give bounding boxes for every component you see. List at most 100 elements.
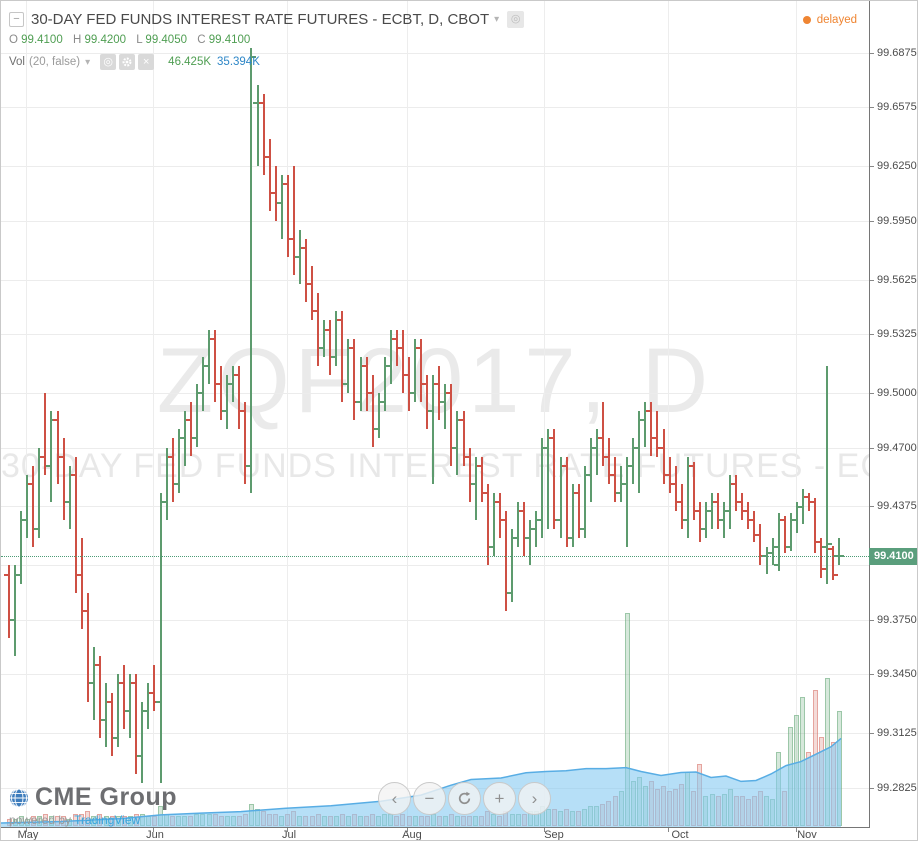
ohlc-bar <box>814 498 816 553</box>
volume-bar <box>782 791 788 826</box>
open-tick <box>658 446 663 449</box>
volume-bar <box>648 781 654 826</box>
gear-icon <box>122 57 132 67</box>
ohlc-bar <box>711 492 713 530</box>
chevron-down-icon[interactable]: ▾ <box>494 13 500 25</box>
open-tick <box>410 392 414 394</box>
price-axis[interactable]: 99.6875 99.6575 99.6250 99.5950 99.5625 99.53… <box>869 1 917 827</box>
close-label: C <box>197 34 206 46</box>
scroll-right-button[interactable]: › <box>518 782 551 815</box>
price-tick <box>870 733 874 735</box>
ohlc-bar <box>256 84 259 167</box>
ohlc-bar <box>304 238 307 303</box>
volume-bar <box>794 714 800 826</box>
time-axis-label: Oct <box>671 829 689 841</box>
indicator-settings-gear-icon[interactable] <box>119 54 136 70</box>
open-tick <box>307 283 311 286</box>
open-tick <box>125 709 130 712</box>
volume-bar <box>442 816 448 826</box>
ohlc-bar <box>789 512 792 551</box>
time-axis-label: Nov <box>797 829 817 841</box>
open-tick <box>773 564 778 567</box>
volume-bar <box>703 796 709 826</box>
ohlc-bar <box>298 229 301 285</box>
open-tick <box>149 691 154 694</box>
ohlc-bar <box>577 483 580 539</box>
zoom-out-button[interactable]: − <box>413 782 446 815</box>
close-tick <box>773 546 778 549</box>
open-tick <box>282 183 287 186</box>
tradingview-link[interactable]: TradingView <box>74 813 141 827</box>
powered-by-label: powered by <box>9 813 75 827</box>
ohlc-bar <box>801 489 804 524</box>
open-tick <box>652 437 657 440</box>
open-tick <box>610 473 614 476</box>
volume-bar <box>745 798 751 826</box>
open-tick <box>567 537 572 540</box>
ohlc-bar <box>353 338 356 421</box>
volume-bar <box>757 791 763 826</box>
time-axis-label: Aug <box>402 829 422 841</box>
volume-bar <box>521 813 527 826</box>
ohlc-bar <box>274 166 277 221</box>
price-axis-label: 99.6250 <box>877 160 917 173</box>
open-tick <box>294 255 299 258</box>
h-gridline <box>1 166 869 168</box>
ohlc-bar <box>286 175 289 257</box>
price-tick <box>870 674 874 676</box>
ohlc-bar <box>438 365 441 421</box>
volume-bar <box>721 793 727 826</box>
open-tick <box>555 519 560 522</box>
reset-chart-button[interactable] <box>448 782 481 815</box>
ohlc-bar <box>20 511 23 584</box>
price-axis-label: 99.3750 <box>877 613 917 626</box>
h-gridline <box>1 565 869 567</box>
ohlc-bar <box>377 393 380 439</box>
price-axis-label: 99.4700 <box>877 441 917 454</box>
open-tick <box>476 464 481 467</box>
volume-bar <box>291 811 297 826</box>
open-tick <box>791 519 796 522</box>
indicator-visibility-icon[interactable]: ◎ <box>100 54 117 70</box>
volume-bar <box>776 751 782 826</box>
open-tick <box>416 346 421 349</box>
ohlc-bar <box>498 492 501 539</box>
open-tick <box>664 473 669 476</box>
zoom-in-button[interactable]: + <box>483 782 516 815</box>
volume-bar <box>285 813 291 826</box>
open-tick <box>688 464 693 467</box>
ohlc-bar <box>32 465 35 548</box>
cme-group-logo-text[interactable]: CME Group <box>35 783 177 811</box>
ohlc-bar <box>650 402 653 457</box>
collapse-legend-button[interactable]: − <box>9 11 24 27</box>
volume-bar <box>739 796 745 826</box>
open-tick <box>228 382 233 385</box>
ohlc-bar <box>601 402 604 466</box>
chevron-down-icon[interactable]: ▾ <box>85 56 91 68</box>
ohlc-bar <box>244 402 247 484</box>
time-axis[interactable]: May Jun Jul Aug Sep Oct Nov <box>1 828 869 841</box>
eye-icon[interactable]: ◎ <box>507 10 525 28</box>
ohlc-bar <box>117 674 120 747</box>
open-tick <box>803 495 808 498</box>
ohlc-bar <box>771 538 774 566</box>
open-tick <box>646 410 651 413</box>
open-tick <box>16 573 21 576</box>
ohlc-bar <box>135 674 138 775</box>
volume-bar <box>467 816 473 826</box>
volume-bar <box>424 816 430 826</box>
volume-bar <box>412 816 418 826</box>
ohlc-bar <box>486 483 489 566</box>
ohlc-bar <box>14 565 17 657</box>
scroll-left-button[interactable]: ‹ <box>378 782 411 815</box>
open-tick <box>404 373 408 376</box>
open-tick <box>349 346 354 349</box>
volume-bar <box>394 816 400 826</box>
volume-bar <box>515 813 521 826</box>
volume-bar <box>236 816 242 826</box>
volume-bar <box>788 727 794 826</box>
indicator-remove-icon[interactable]: × <box>138 54 155 70</box>
open-tick <box>628 464 633 467</box>
open-label: O <box>9 34 18 46</box>
